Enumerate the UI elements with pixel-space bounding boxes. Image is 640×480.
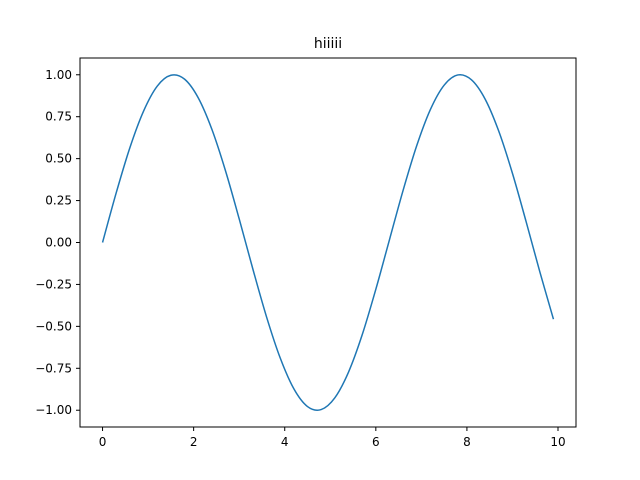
- x-tick-label: 8: [463, 435, 471, 449]
- y-tick-label: −0.50: [35, 319, 72, 333]
- x-tick-label: 6: [372, 435, 380, 449]
- series-layer: [101, 73, 555, 411]
- y-tick-label: 0.00: [45, 236, 72, 250]
- x-tick-label: 0: [99, 435, 107, 449]
- y-tick-label: 0.75: [45, 110, 72, 124]
- y-tick-label: −0.75: [35, 361, 72, 375]
- y-tick-label: 1.00: [45, 68, 72, 82]
- y-tick-label: −0.25: [35, 277, 72, 291]
- y-tick-label: −1.00: [35, 403, 72, 417]
- x-tick-label: 4: [281, 435, 289, 449]
- y-tick-label: 0.50: [45, 152, 72, 166]
- y-tick-label: 0.25: [45, 194, 72, 208]
- series-line: [101, 73, 555, 411]
- chart-title: hiiiii: [314, 36, 342, 52]
- x-tick-label: 2: [190, 435, 198, 449]
- y-axis: −1.00 −0.75 −0.50 −0.25 0.00 0.25 0.50 0.75 1.00: [35, 68, 80, 417]
- x-tick-label: 10: [550, 435, 565, 449]
- plot-frame: [79, 57, 577, 428]
- x-axis: 0 2 4 6 8 10: [99, 427, 566, 449]
